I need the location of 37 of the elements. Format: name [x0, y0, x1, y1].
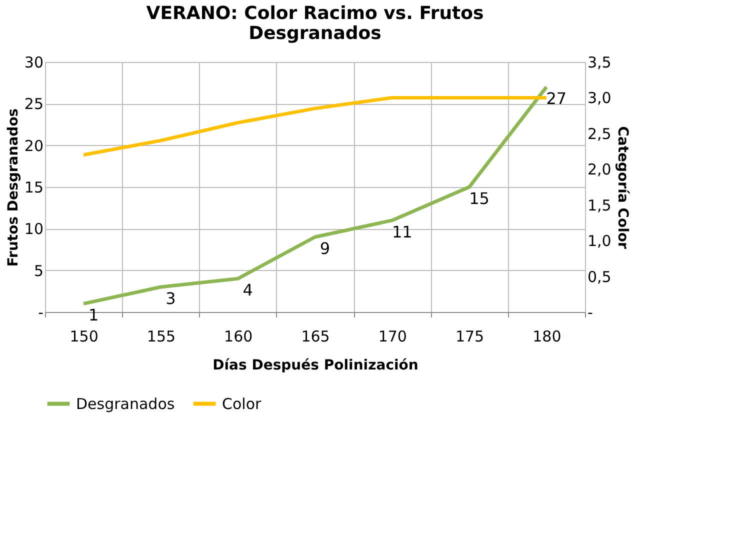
y-tick-label: 20	[24, 136, 44, 155]
x-axis-title: Días Después Polinización	[212, 358, 418, 374]
data-label: 27	[546, 89, 567, 108]
y2-axis-title: Categoría Color	[614, 126, 630, 249]
y2-tick-label: 3,5	[588, 54, 612, 72]
line-series	[82, 96, 548, 157]
x-tick-label: 175	[455, 328, 484, 346]
y2-tick-label: -	[588, 304, 593, 322]
line-series	[82, 85, 548, 306]
y-tick-label: 5	[34, 262, 44, 280]
data-label: 1	[88, 306, 99, 325]
y2-tick-label: 1,0	[588, 232, 612, 250]
data-label: 9	[320, 239, 330, 258]
x-tick-label: 165	[301, 328, 330, 346]
y2-tick-label: 1,5	[588, 196, 612, 214]
x-tick-label: 170	[378, 328, 407, 346]
legend-label: Desgranados	[76, 394, 175, 413]
x-tick-label: 150	[70, 328, 98, 346]
chart-title: VERANO: Color Racimo vs. Frutos Desgranados	[146, 3, 484, 44]
data-label: 11	[392, 222, 412, 242]
y-tick-label: -	[38, 304, 44, 322]
x-tick-label: 160	[224, 328, 253, 346]
y2-tick-label: 2,5	[588, 124, 612, 143]
x-tick-label: 155	[146, 328, 176, 346]
legend-label: Color	[222, 394, 262, 413]
y-axis-title: Frutos Desgranados	[5, 108, 22, 267]
y-tick-label: 10	[24, 220, 44, 238]
y2-tick-label: 3,0	[588, 89, 612, 108]
data-label: 3	[166, 289, 176, 308]
data-label: 15	[469, 189, 490, 208]
data-label: 4	[242, 280, 253, 300]
y-tick-label: 15	[24, 178, 44, 196]
y-tick-label: 25	[24, 95, 44, 114]
x-tick-label: 180	[532, 328, 562, 346]
y2-tick-label: 0,5	[588, 268, 612, 286]
y-tick-label: 30	[24, 54, 44, 72]
y2-tick-label: 2,0	[588, 160, 612, 179]
